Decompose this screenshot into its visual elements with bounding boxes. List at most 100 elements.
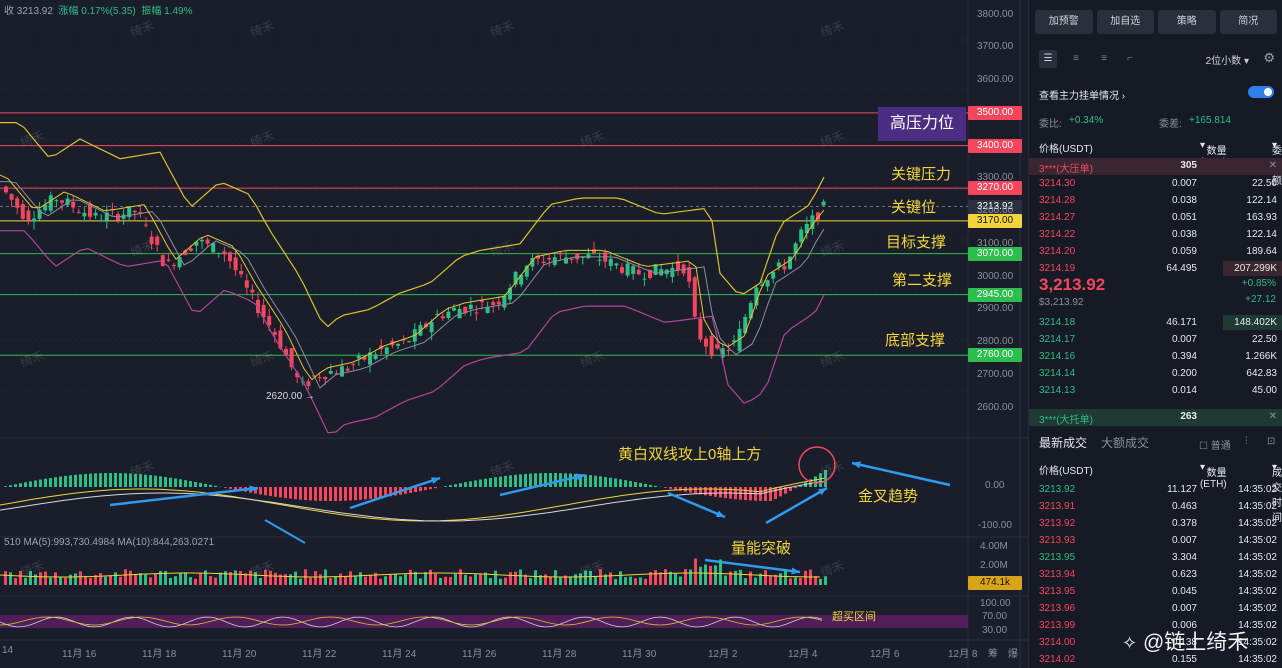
candle-body: [474, 312, 479, 314]
trade-row[interactable]: 3214.00 0.138 14:35:02: [1039, 637, 1277, 648]
trade-row[interactable]: 3213.93 0.007 14:35:02: [1039, 535, 1277, 546]
candle-body: [200, 239, 204, 242]
candle-body: [88, 204, 92, 217]
tab-latest-trades[interactable]: 最新成交: [1039, 436, 1088, 450]
ask-row[interactable]: 3214.19 64.495 207.299K: [1029, 261, 1282, 278]
big-ask-row[interactable]: 3***(大压单) 305 ✕: [1029, 158, 1282, 175]
trade-row[interactable]: 3213.95 3.304 14:35:02: [1039, 552, 1277, 563]
volume-bar: [804, 570, 807, 585]
ask-row[interactable]: 3214.28 0.038 122.14: [1039, 195, 1277, 206]
candle-body: [681, 264, 686, 274]
macd-bar: [539, 473, 542, 487]
main-orders-link[interactable]: 查看主力挂单情况 ›: [1039, 91, 1126, 102]
add-watchlist-button[interactable]: 加自选: [1096, 10, 1154, 34]
macd-bar: [134, 473, 137, 487]
filter-icon[interactable]: ⫶: [1245, 436, 1248, 447]
volume-bar: [734, 570, 737, 585]
candle-body: [648, 269, 652, 278]
macd-bar: [59, 476, 62, 487]
chart-canvas[interactable]: [0, 0, 1028, 668]
trade-row[interactable]: 3213.99 0.006 14:35:02: [1039, 620, 1277, 631]
macd-bar: [619, 479, 622, 487]
candle-body: [188, 248, 193, 251]
candle-body: [244, 280, 249, 288]
trade-row[interactable]: 3213.95 0.045 14:35:02: [1039, 586, 1277, 597]
trade-row[interactable]: 3214.02 0.155 14:35:02: [1039, 654, 1277, 665]
macd-bar: [614, 478, 617, 487]
volume-bar: [359, 572, 362, 585]
ask-row[interactable]: 3214.30 0.007 22.50: [1039, 178, 1277, 189]
close-icon[interactable]: ✕: [1268, 160, 1277, 171]
macd-bar: [49, 477, 52, 487]
tab-large-trades[interactable]: 大额成交: [1101, 436, 1150, 450]
volume-bar: [604, 574, 607, 585]
big-bid-row[interactable]: 3***(大托单) 263 ✕: [1029, 409, 1282, 426]
candle-body: [793, 243, 798, 255]
date-axis-label: 筹: [988, 649, 998, 660]
asks-only-icon[interactable]: ≡: [1101, 53, 1107, 64]
macd-bar: [254, 487, 257, 494]
candle-body: [631, 266, 636, 274]
volume-bar: [739, 569, 742, 585]
ask-row[interactable]: 3214.27 0.051 163.93: [1039, 212, 1277, 223]
date-axis-label: 11月 18: [142, 649, 177, 660]
candle-body: [368, 352, 372, 365]
chart-panel[interactable]: 收 3213.92 涨幅 0.17%(5.35) 振幅 1.49% 3500.0…: [0, 0, 1028, 668]
trade-row[interactable]: 3213.94 0.623 14:35:02: [1039, 569, 1277, 580]
price-axis-label: 3800.00: [977, 8, 1014, 20]
macd-bar: [594, 475, 597, 487]
volume-bar: [384, 576, 387, 585]
normal-filter[interactable]: ☐ 普通: [1199, 441, 1231, 452]
ask-row[interactable]: 3214.20 0.059 189.64: [1039, 246, 1277, 257]
macd-bar: [9, 485, 12, 487]
arrow-head: [791, 567, 800, 575]
macd-bar: [349, 487, 352, 501]
volume-bar: [799, 577, 802, 585]
candle-body: [144, 224, 148, 226]
candle-body: [155, 236, 160, 245]
volume-bar: [424, 572, 427, 585]
macd-bar: [224, 487, 227, 488]
main-orders-toggle[interactable]: [1248, 86, 1274, 98]
decimal-select[interactable]: 2位小数 ▾: [1205, 56, 1249, 67]
settings-icon[interactable]: ⚙: [1263, 50, 1275, 65]
bid-row[interactable]: 3214.17 0.007 22.50: [1039, 334, 1277, 345]
bids-only-icon[interactable]: ≡: [1073, 53, 1079, 64]
candle-body: [401, 339, 406, 341]
price-level-tag: 2760.00: [968, 348, 1022, 363]
add-alert-button[interactable]: 加预警: [1035, 10, 1093, 34]
volume-bar: [684, 569, 687, 585]
bottom-support-label: 底部支撑: [885, 332, 946, 349]
candle-body: [754, 287, 759, 306]
volume-bar: [779, 573, 782, 585]
depth-icon[interactable]: ⌐: [1127, 53, 1133, 64]
macd-bar: [599, 476, 602, 487]
bid-row[interactable]: 3214.14 0.200 642.83: [1039, 368, 1277, 379]
trade-row[interactable]: 3213.91 0.463 14:35:02: [1039, 501, 1277, 512]
ma-line: [0, 174, 825, 381]
ask-row[interactable]: 3214.22 0.038 122.14: [1039, 229, 1277, 240]
overview-button[interactable]: 简况: [1219, 10, 1277, 34]
bid-row[interactable]: 3214.13 0.014 45.00: [1039, 385, 1277, 396]
both-sides-icon[interactable]: ☰: [1039, 50, 1057, 68]
volume-bar: [109, 575, 112, 585]
macd-bar: [339, 487, 342, 501]
trades-header: 价格(USDT) 数量(ETH) ▾ 成交时间 ▾: [1039, 462, 1282, 524]
bid-row[interactable]: 3214.18 46.171 148.402K: [1029, 315, 1282, 332]
trade-row[interactable]: 3213.96 0.007 14:35:02: [1039, 603, 1277, 614]
expand-icon[interactable]: ⊡: [1267, 436, 1276, 447]
macd-bar: [629, 481, 632, 487]
close-icon[interactable]: ✕: [1268, 411, 1277, 422]
trade-row[interactable]: 3213.92 11.127 14:35:02: [1039, 484, 1277, 495]
macd-bar: [124, 473, 127, 487]
trade-row[interactable]: 3213.92 0.378 14:35:02: [1039, 518, 1277, 529]
volume-bar: [314, 571, 317, 585]
strategy-button[interactable]: 策略: [1158, 10, 1216, 34]
candle-body: [317, 377, 322, 379]
macd-bar: [389, 487, 392, 497]
bid-row[interactable]: 3214.16 0.394 1.266K: [1039, 351, 1277, 362]
candle-body: [216, 252, 221, 254]
candle-body: [564, 257, 568, 264]
volume-bar: [414, 571, 417, 585]
candle-body: [704, 338, 708, 347]
